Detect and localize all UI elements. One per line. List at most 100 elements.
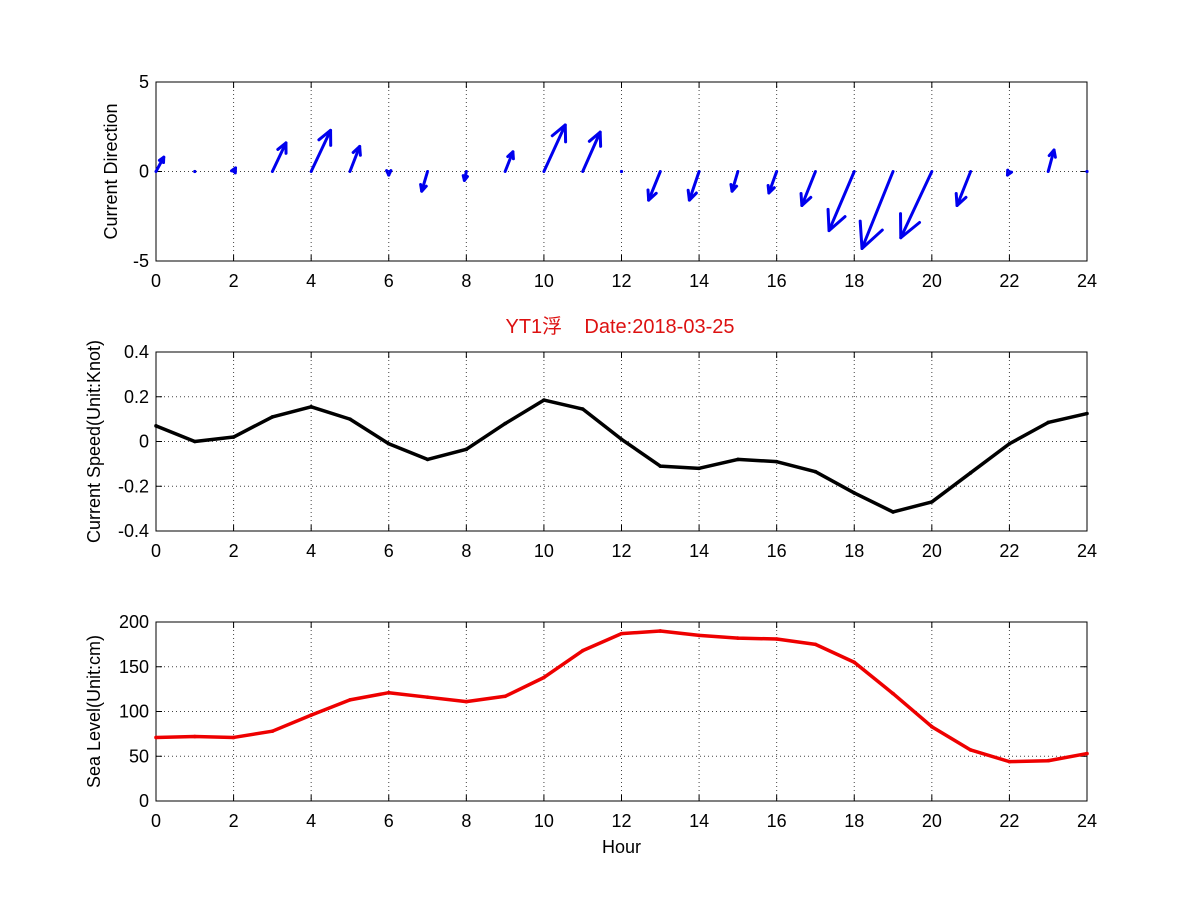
data-point bbox=[891, 510, 895, 514]
data-point bbox=[1046, 758, 1051, 763]
data-point bbox=[891, 691, 895, 696]
data-point bbox=[503, 421, 507, 426]
current-arrow bbox=[385, 169, 393, 177]
current-arrow bbox=[954, 170, 973, 208]
x-tick-label: 14 bbox=[689, 541, 709, 561]
current-arrow bbox=[686, 170, 701, 202]
x-tick-label: 20 bbox=[922, 541, 942, 561]
plot-area bbox=[154, 123, 1089, 250]
data-point bbox=[542, 398, 546, 402]
data-point bbox=[464, 699, 469, 704]
current-arrow bbox=[193, 169, 197, 174]
x-tick-label: 20 bbox=[922, 271, 942, 291]
plot-area bbox=[154, 629, 1089, 764]
current-arrow-shaft bbox=[687, 170, 701, 202]
current-arrow-shaft bbox=[542, 123, 567, 173]
x-tick-label: 2 bbox=[229, 271, 239, 291]
current-arrow bbox=[729, 170, 740, 193]
data-point bbox=[309, 713, 313, 717]
data-point bbox=[619, 631, 624, 636]
data-point bbox=[231, 435, 236, 439]
x-tick-label: 22 bbox=[999, 541, 1019, 561]
y-tick-label: 0 bbox=[139, 791, 149, 811]
current-arrow-head bbox=[686, 188, 698, 202]
x-tick-label: 10 bbox=[534, 541, 554, 561]
x-tick-label: 14 bbox=[689, 271, 709, 291]
current-arrow-head bbox=[157, 155, 166, 165]
data-point bbox=[697, 466, 701, 471]
x-axis-label: Hour bbox=[602, 837, 641, 857]
x-tick-label: 0 bbox=[151, 811, 161, 831]
x-tick-label: 8 bbox=[461, 811, 471, 831]
current-arrow-shaft bbox=[581, 130, 602, 173]
x-tick-label: 22 bbox=[999, 271, 1019, 291]
axes-box bbox=[155, 351, 1088, 532]
x-tick-label: 16 bbox=[767, 541, 787, 561]
current-arrow-shaft bbox=[348, 144, 362, 173]
current-arrow bbox=[503, 150, 515, 173]
data-point bbox=[658, 464, 663, 468]
x-tick-label: 0 bbox=[151, 271, 161, 291]
data-point bbox=[425, 457, 430, 462]
y-tick-label: 200 bbox=[119, 612, 149, 632]
y-tick-label: 5 bbox=[139, 72, 149, 92]
y-tick-label: -5 bbox=[133, 251, 149, 271]
current-arrow-shaft bbox=[503, 150, 515, 173]
current-arrow bbox=[766, 170, 779, 195]
current-arrow-head bbox=[766, 183, 776, 195]
current-arrow bbox=[542, 123, 568, 173]
data-point bbox=[774, 637, 779, 641]
data-point bbox=[231, 735, 236, 740]
current-arrow bbox=[619, 169, 624, 174]
y-tick-label: -0.2 bbox=[118, 476, 149, 496]
data-point bbox=[348, 417, 352, 421]
current-arrow bbox=[270, 141, 288, 173]
x-tick-label: 16 bbox=[767, 811, 787, 831]
current-arrow-shaft bbox=[647, 170, 662, 202]
subplot-2: 0 2 4 6 8 10 12 14 16 18 20 22 240.40.20-0.2-0.4Curr… bbox=[84, 340, 1097, 561]
y-tick-label: 50 bbox=[129, 746, 149, 766]
plot-area bbox=[154, 398, 1089, 514]
x-tick-label: 8 bbox=[461, 271, 471, 291]
x-tick-label: 0 bbox=[151, 541, 161, 561]
x-tick-label: 22 bbox=[999, 811, 1019, 831]
x-tick-label: 20 bbox=[922, 811, 942, 831]
x-tick-label: 24 bbox=[1077, 811, 1097, 831]
current-arrow-head bbox=[550, 123, 568, 144]
data-point bbox=[348, 698, 352, 702]
x-tick-label: 18 bbox=[844, 541, 864, 561]
current-arrow-shaft bbox=[767, 170, 779, 195]
x-tick-label: 4 bbox=[306, 541, 316, 561]
y-tick-label: 0 bbox=[139, 162, 149, 182]
x-tick-label: 18 bbox=[844, 811, 864, 831]
current-arrow-head bbox=[385, 169, 393, 177]
current-arrow bbox=[309, 128, 333, 173]
y-axis-label: Sea Level(Unit:cm) bbox=[84, 635, 104, 788]
y-axis-label: Current Direction bbox=[101, 103, 121, 239]
current-arrow-shaft bbox=[955, 170, 973, 208]
current-arrow-head bbox=[858, 219, 884, 250]
x-tick-label: 2 bbox=[229, 811, 239, 831]
current-arrow bbox=[1005, 168, 1014, 177]
current-arrow-head bbox=[729, 183, 739, 193]
current-arrow bbox=[348, 144, 362, 173]
axes-box bbox=[155, 621, 1088, 802]
y-tick-label: -0.4 bbox=[118, 521, 149, 541]
data-point bbox=[813, 469, 818, 474]
data-point bbox=[658, 629, 663, 633]
data-point bbox=[386, 441, 391, 446]
data-point bbox=[386, 690, 391, 695]
data-point bbox=[736, 636, 740, 640]
x-tick-label: 12 bbox=[611, 541, 631, 561]
data-point bbox=[1085, 751, 1089, 756]
current-arrow bbox=[229, 166, 238, 175]
current-arrow-head bbox=[506, 150, 515, 161]
x-tick-label: 10 bbox=[534, 811, 554, 831]
x-tick-label: 24 bbox=[1077, 271, 1097, 291]
current-arrow-shaft bbox=[899, 170, 934, 240]
data-point bbox=[192, 439, 197, 444]
data-point bbox=[852, 660, 857, 665]
data-point bbox=[580, 648, 585, 653]
